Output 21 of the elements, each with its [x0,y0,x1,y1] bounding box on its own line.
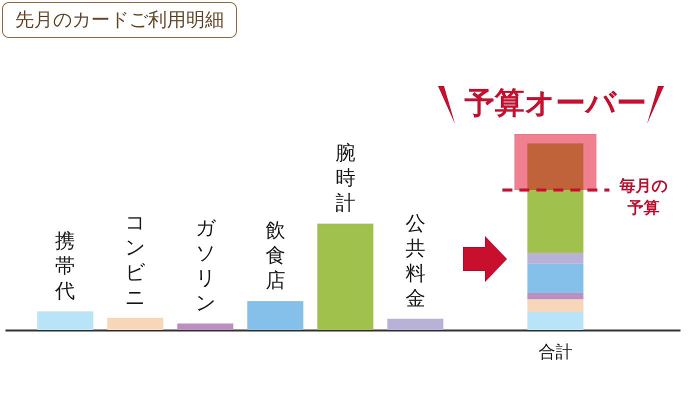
chart-title: 先月のカードご利用明細 [2,2,237,38]
bar [177,323,234,330]
x-tick-label: 合計 [538,342,572,362]
x-tick-label: コンビニ [125,210,146,309]
bar [527,311,584,330]
bar [527,264,584,293]
x-tick-label: 携帯代 [54,228,76,302]
bar [107,318,164,330]
x-tick-label: ガソリン [195,215,216,314]
bar [527,299,584,312]
bar [317,224,374,330]
text: 予算オーバー [463,86,646,121]
x-tick-label: 飲食店 [265,218,286,292]
x-tick-label: 公共料金 [405,210,426,310]
ref-line-label: 毎月の予算 [618,176,668,217]
bar [247,301,304,330]
bar [527,292,584,300]
bar [527,252,584,264]
x-tick-label: 腕時計 [335,140,356,215]
bar [387,318,444,330]
bar [37,311,94,330]
